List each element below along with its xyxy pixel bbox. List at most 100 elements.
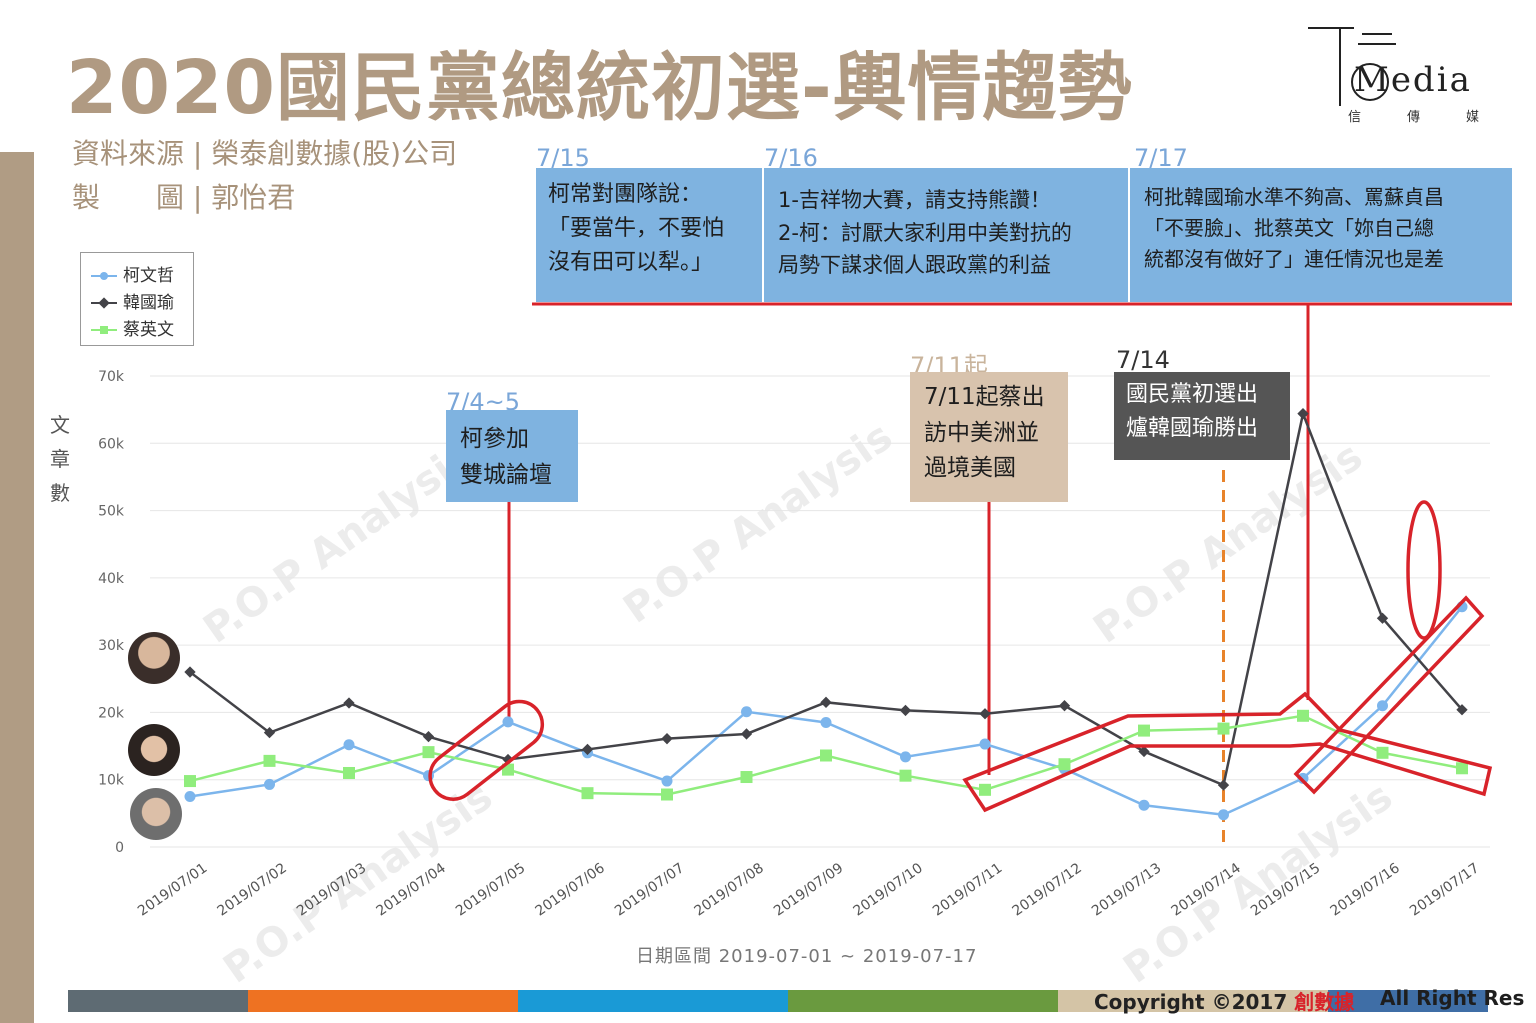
data-point	[1218, 809, 1229, 821]
data-point	[1297, 408, 1309, 420]
data-point	[343, 766, 355, 779]
x-tick-label: 2019/07/01	[135, 860, 210, 919]
data-point	[740, 771, 753, 784]
data-point	[899, 704, 912, 717]
annotation-line: 柯批韓國瑜水準不夠高、罵蘇貞昌	[1144, 185, 1444, 209]
x-tick-label: 2019/07/11	[930, 860, 1005, 919]
legend-swatch-icon	[91, 326, 117, 334]
data-point	[899, 769, 912, 782]
annotation-box-716: 1-吉祥物大賽，請支持熊讚！ 2-柯：討厭大家利用中美對抗的 局勢下謀求個人跟政…	[764, 168, 1128, 302]
data-point	[581, 787, 594, 800]
x-tick-label: 2019/07/08	[692, 860, 767, 919]
footer-segment	[788, 990, 1058, 1012]
x-tick-label: 2019/07/14	[1169, 860, 1244, 919]
data-point	[661, 788, 673, 801]
y-tick-label: 50k	[98, 504, 125, 520]
chart-legend: 柯文哲 韓國瑜 蔡英文	[80, 252, 194, 346]
legend-item-han: 韓國瑜	[91, 288, 174, 313]
annotation-line: 過境美國	[924, 455, 1016, 482]
annotation-date-714: 7/14	[1116, 346, 1170, 374]
annotation-date-715: 7/15	[536, 144, 590, 172]
data-point	[979, 783, 991, 796]
data-point	[820, 696, 832, 708]
data-point	[661, 775, 673, 787]
highlight-ellipse-717	[1406, 500, 1442, 640]
footer-segment	[68, 990, 248, 1012]
x-tick-label: 2019/07/07	[612, 860, 687, 919]
data-point	[979, 738, 991, 750]
x-tick-label: 2019/07/04	[374, 860, 449, 919]
data-point	[422, 746, 435, 759]
annotation-line: 「不要臉」、批蔡英文「妳自己總	[1144, 216, 1434, 240]
data-point	[1376, 746, 1389, 759]
copyright-brand: 創數據	[1294, 990, 1355, 1014]
x-tick-label: 2019/07/06	[533, 860, 608, 919]
y-tick-label: 70k	[98, 369, 125, 385]
data-point	[900, 751, 911, 763]
data-point	[1138, 745, 1150, 758]
annotation-line: 「要當牛，不要怕	[548, 216, 725, 242]
annotation-line: 爐韓國瑜勝出	[1126, 416, 1259, 442]
annotation-line: 統都沒有做好了」連任情況也是差	[1144, 247, 1444, 271]
data-point	[263, 754, 276, 767]
data-point	[1297, 772, 1309, 784]
data-point	[502, 716, 514, 728]
annotation-line: 2-柯：討厭大家利用中美對抗的	[778, 220, 1072, 245]
legend-swatch-icon	[91, 297, 117, 309]
data-point	[1058, 758, 1071, 771]
data-point	[343, 739, 355, 751]
annotation-date-716: 7/16	[764, 144, 818, 172]
annotation-date-717: 7/17	[1134, 144, 1188, 172]
data-point	[581, 743, 594, 756]
rights-text: All Right Res	[1380, 986, 1525, 1010]
data-point	[184, 775, 196, 788]
data-point	[1138, 724, 1150, 737]
highlight-ring-711	[962, 691, 1493, 813]
logo-brand: Media	[1354, 60, 1472, 100]
y-tick-label: 20k	[98, 705, 125, 721]
annotation-line: 訪中美洲並	[924, 419, 1039, 446]
annotation-line: 局勢下謀求個人跟政黨的利益	[778, 253, 1051, 278]
x-tick-label: 2019/07/15	[1248, 860, 1323, 919]
y-tick-label: 40k	[98, 571, 125, 587]
data-point	[1456, 762, 1468, 775]
highlight-ring-715	[1293, 595, 1485, 795]
annotation-box-711: 7/11起蔡出 訪中美洲並 過境美國	[910, 372, 1068, 502]
media-logo: Media 信傳媒	[1300, 20, 1500, 130]
data-point	[1138, 799, 1150, 811]
data-point	[661, 733, 673, 745]
data-point	[741, 706, 752, 718]
data-point	[422, 730, 435, 743]
data-point	[1217, 779, 1230, 791]
x-tick-label: 2019/07/05	[453, 860, 528, 919]
data-point	[1217, 722, 1230, 735]
x-axis-label: 日期區間 2019-07-01 ~ 2019-07-17	[636, 946, 978, 967]
footer-segment	[248, 990, 518, 1012]
data-point	[1377, 700, 1388, 712]
footer-segment	[518, 990, 788, 1012]
copyright-text: Copyright ©2017 創數據	[1094, 986, 1354, 1015]
logo-mark-icon	[1308, 27, 1396, 106]
data-point	[184, 666, 196, 678]
annotation-line: 沒有田可以犁。」	[548, 250, 714, 276]
data-point	[820, 749, 832, 762]
x-tick-label: 2019/07/12	[1010, 860, 1085, 919]
legend-label: 蔡英文	[123, 320, 174, 340]
annotation-line: 柯常對團隊說：	[548, 182, 703, 207]
y-tick-label: 30k	[98, 638, 125, 654]
logo-subtitle: 信傳媒	[1348, 110, 1526, 125]
legend-label: 韓國瑜	[123, 293, 174, 313]
x-tick-label: 2019/07/03	[294, 860, 369, 919]
annotation-line: 柯參加	[460, 426, 529, 452]
footer-segment	[1328, 990, 1488, 1012]
data-point	[740, 728, 753, 740]
footer-segment	[1058, 990, 1328, 1012]
avatar-tsai	[128, 724, 180, 776]
y-tick-label: 60k	[98, 436, 125, 452]
data-point	[820, 717, 832, 729]
page-title: 2020國民黨總統初選-輿情趨勢	[66, 45, 1133, 131]
highlight-ring-74	[428, 699, 545, 801]
chart-author: 製 圖 | 郭怡君	[72, 181, 296, 214]
data-point	[979, 708, 991, 720]
